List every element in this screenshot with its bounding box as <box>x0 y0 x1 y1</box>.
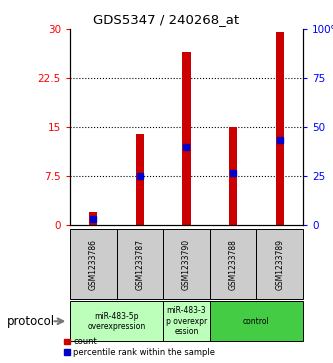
Text: GSM1233789: GSM1233789 <box>275 238 284 290</box>
Text: miR-483-5p
overexpression: miR-483-5p overexpression <box>88 311 146 331</box>
Bar <box>136 134 144 225</box>
Text: GDS5347 / 240268_at: GDS5347 / 240268_at <box>94 13 239 26</box>
Legend: count, percentile rank within the sample: count, percentile rank within the sample <box>64 337 215 357</box>
Text: GSM1233790: GSM1233790 <box>182 238 191 290</box>
Bar <box>182 52 191 225</box>
Text: GSM1233788: GSM1233788 <box>228 238 238 290</box>
Text: GSM1233786: GSM1233786 <box>89 238 98 290</box>
Bar <box>89 212 98 225</box>
Text: GSM1233787: GSM1233787 <box>135 238 145 290</box>
Bar <box>229 127 237 225</box>
Text: control: control <box>243 317 270 326</box>
Text: miR-483-3
p overexpr
ession: miR-483-3 p overexpr ession <box>166 306 207 336</box>
Text: protocol: protocol <box>7 315 55 328</box>
Bar <box>275 32 284 225</box>
